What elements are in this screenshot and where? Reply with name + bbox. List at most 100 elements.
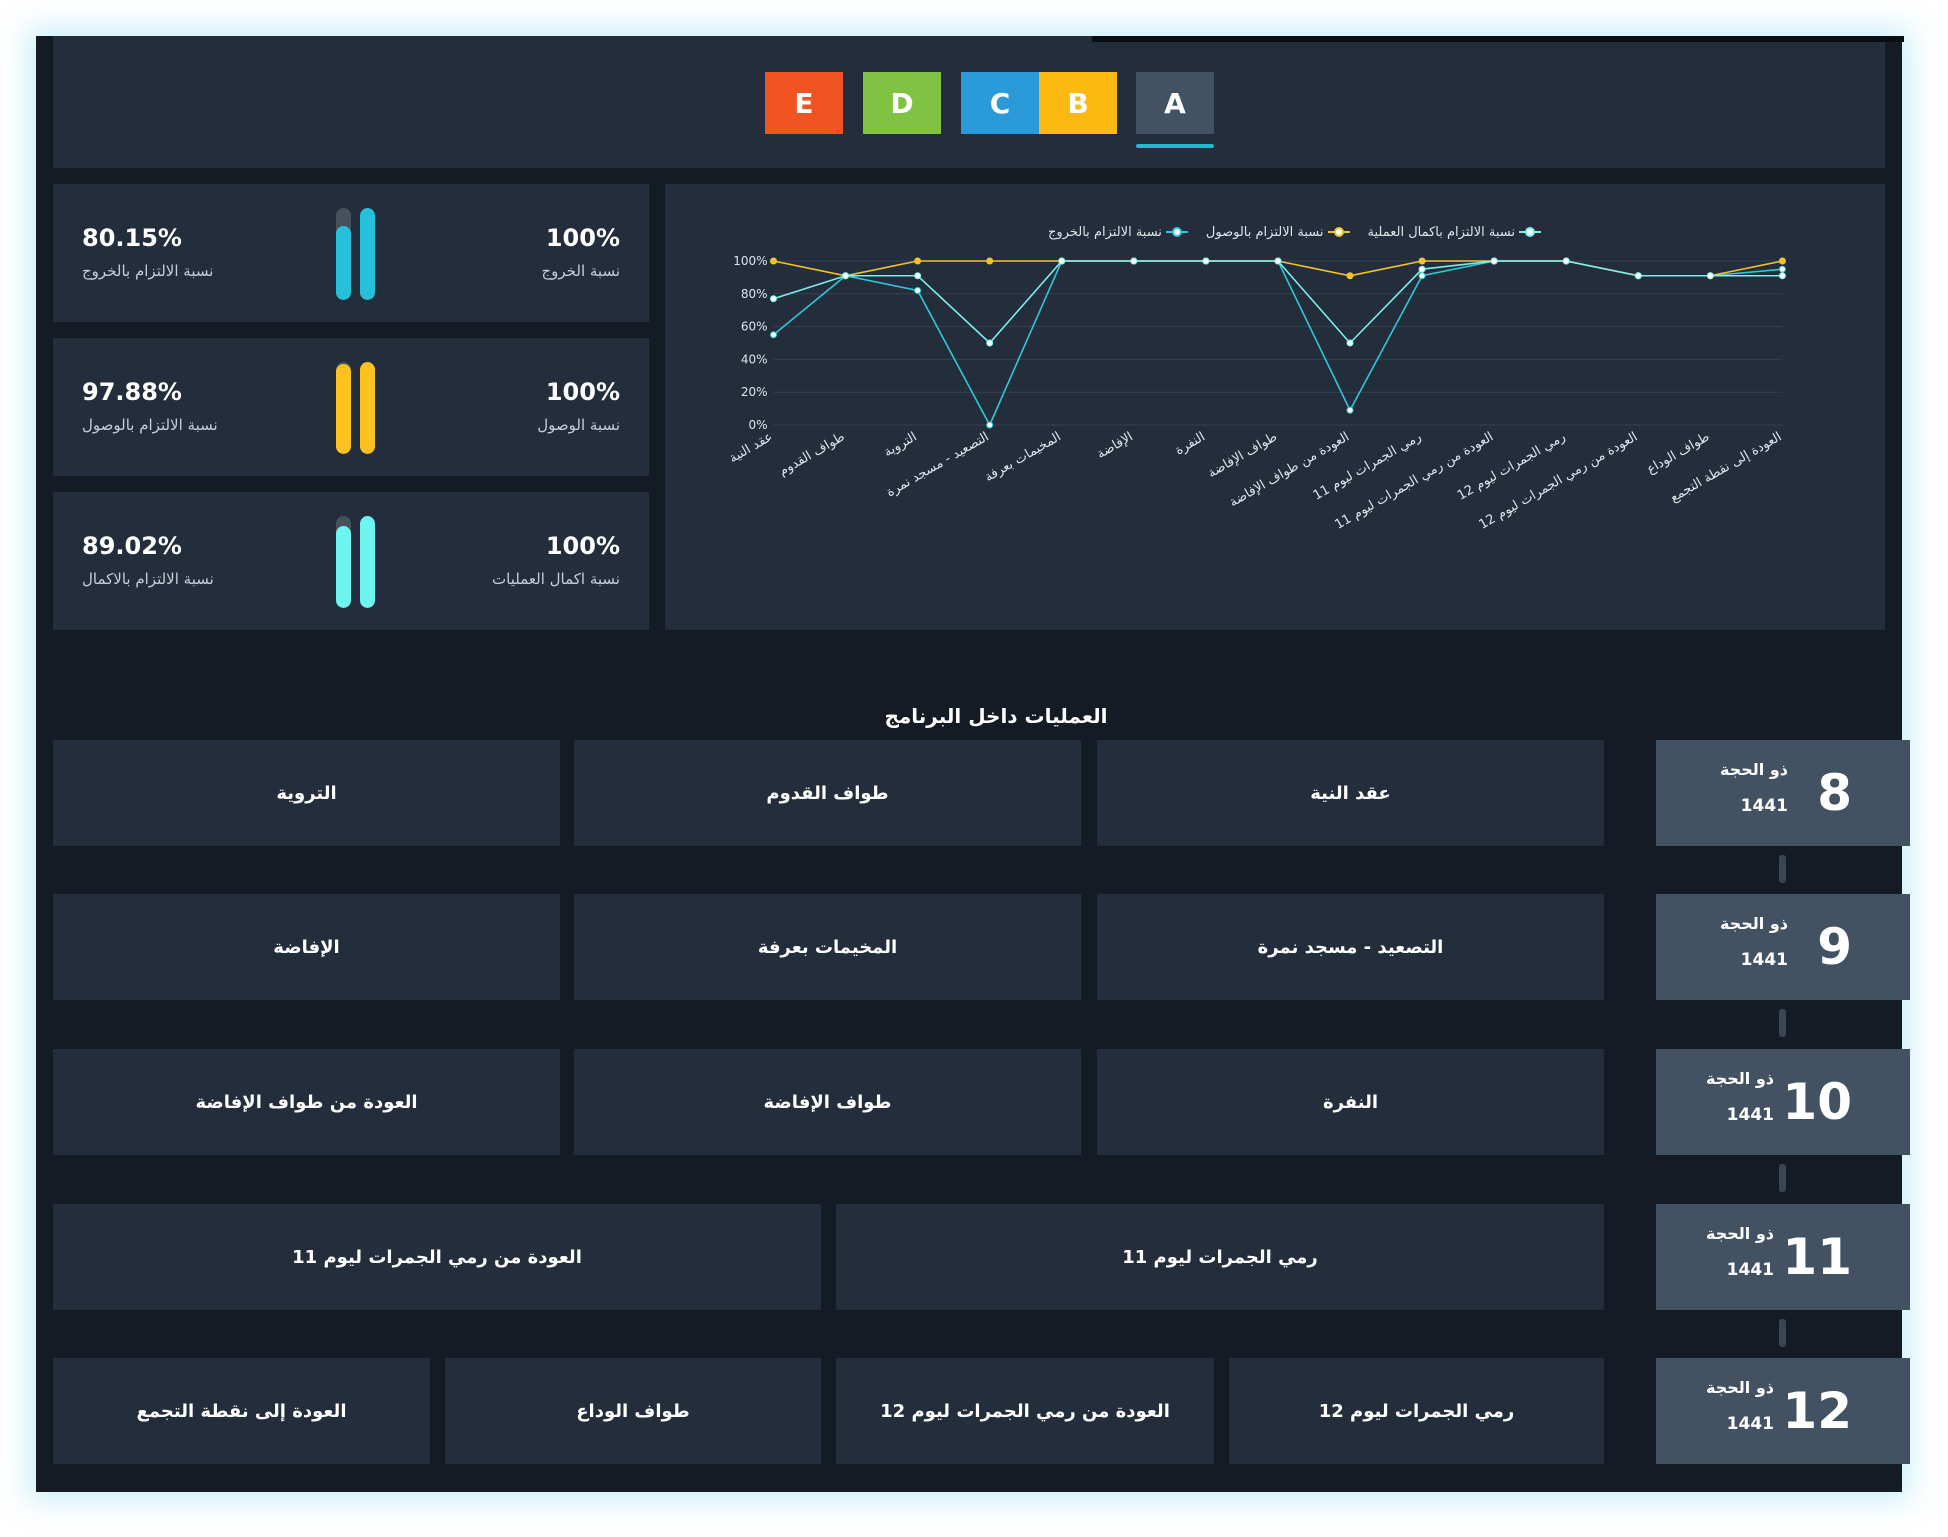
legend-marker-arrival bbox=[1327, 227, 1350, 237]
day-month: ذو الحجة bbox=[1706, 1069, 1774, 1088]
operation-card[interactable]: طواف الإفاضة bbox=[574, 1049, 1081, 1155]
series-point bbox=[770, 295, 777, 303]
operation-card[interactable]: العودة من رمي الجمرات ليوم 11 bbox=[53, 1204, 821, 1310]
tab-b[interactable]: B bbox=[1039, 72, 1117, 134]
series-point bbox=[1418, 257, 1426, 265]
series-point bbox=[770, 257, 777, 265]
chart-panel bbox=[665, 184, 1885, 630]
day-card-10: 10 ذو الحجة 1441 bbox=[1656, 1049, 1910, 1155]
timeline-connector bbox=[1779, 855, 1786, 883]
series-point bbox=[1418, 265, 1426, 273]
operation-card[interactable]: العودة إلى نقطة التجمع bbox=[53, 1358, 430, 1464]
tab-c[interactable]: C bbox=[961, 72, 1039, 134]
day-month: ذو الحجة bbox=[1720, 914, 1788, 933]
stat-card-arrival: 97.88% نسبة الالتزام بالوصول 100% نسبة ا… bbox=[53, 338, 649, 476]
completion-rate-label: نسبة اكمال العمليات bbox=[492, 570, 620, 588]
y-tick-label: 0% bbox=[748, 418, 767, 432]
day-card-9: 9 ذو الحجة 1441 bbox=[1656, 894, 1910, 1000]
legend-item-completion[interactable]: نسبة الالتزام باكمال العملية bbox=[1367, 224, 1541, 240]
stat-card-exit: 80.15% نسبة الالتزام بالخروج 100% نسبة ا… bbox=[53, 184, 649, 322]
day-month: ذو الحجة bbox=[1720, 760, 1788, 779]
operation-card[interactable]: الإفاضة bbox=[53, 894, 560, 1000]
y-tick-label: 60% bbox=[741, 320, 768, 334]
day-month: ذو الحجة bbox=[1706, 1224, 1774, 1243]
operation-card[interactable]: طواف القدوم bbox=[574, 740, 1081, 846]
section-title: العمليات داخل البرنامج bbox=[884, 704, 1108, 728]
top-edge-line bbox=[1092, 36, 1904, 42]
series-point bbox=[1634, 272, 1642, 280]
legend-marker-completion bbox=[1519, 227, 1541, 237]
x-tick-label: العودة من طواف الإفاضة bbox=[1227, 429, 1352, 510]
x-tick-label: طواف القدوم bbox=[776, 429, 847, 479]
series-point bbox=[1562, 257, 1570, 265]
day-year: 1441 bbox=[1740, 796, 1788, 816]
day-card-12: 12 ذو الحجة 1441 bbox=[1656, 1358, 1910, 1464]
series-point bbox=[914, 287, 922, 295]
legend-label-exit: نسبة الالتزام بالخروج bbox=[1048, 224, 1162, 240]
operation-card[interactable]: رمي الجمرات ليوم 12 bbox=[1229, 1358, 1604, 1464]
series-point bbox=[986, 257, 994, 265]
day-card-11: 11 ذو الحجة 1441 bbox=[1656, 1204, 1910, 1310]
operation-card[interactable]: طواف الوداع bbox=[445, 1358, 821, 1464]
day-year: 1441 bbox=[1726, 1105, 1774, 1125]
x-tick-label: الإفاضة bbox=[1094, 429, 1135, 462]
day-year: 1441 bbox=[1726, 1260, 1774, 1280]
operation-card[interactable]: التروية bbox=[53, 740, 560, 846]
exit-rate-bar bbox=[360, 208, 375, 300]
exit-compliance-bar bbox=[336, 208, 351, 300]
exit-compliance-value: 80.15% bbox=[82, 224, 182, 252]
series-point bbox=[842, 272, 850, 280]
y-tick-label: 80% bbox=[741, 287, 768, 301]
x-tick-label: طواف الوداع bbox=[1644, 429, 1712, 477]
series-point bbox=[1778, 257, 1786, 265]
series-line bbox=[773, 260, 1783, 345]
series-line bbox=[772, 260, 1783, 427]
operation-card[interactable]: العودة من طواف الإفاضة bbox=[53, 1049, 560, 1155]
tab-a[interactable]: A bbox=[1136, 72, 1214, 134]
day-number: 9 bbox=[1817, 918, 1852, 976]
day-card-8: 8 ذو الحجة 1441 bbox=[1656, 740, 1910, 846]
operation-card[interactable]: التصعيد - مسجد نمرة bbox=[1097, 894, 1604, 1000]
tab-e[interactable]: E bbox=[765, 72, 843, 134]
timeline-connector bbox=[1779, 1164, 1786, 1192]
operation-card[interactable]: العودة من رمي الجمرات ليوم 12 bbox=[836, 1358, 1214, 1464]
completion-compliance-value: 89.02% bbox=[82, 532, 182, 560]
legend-item-exit[interactable]: نسبة الالتزام بالخروج bbox=[1048, 225, 1188, 240]
series-point bbox=[1058, 257, 1066, 265]
tabs-header: E D C B A bbox=[53, 36, 1885, 168]
day-number: 10 bbox=[1782, 1073, 1852, 1131]
arrival-compliance-bar bbox=[336, 362, 351, 454]
operation-card[interactable]: عقد النية bbox=[1097, 740, 1604, 846]
day-number: 12 bbox=[1782, 1382, 1852, 1440]
y-tick-label: 40% bbox=[741, 352, 768, 366]
series-point bbox=[914, 272, 922, 280]
operation-card[interactable]: رمي الجمرات ليوم 11 bbox=[836, 1204, 1604, 1310]
legend-label-completion: نسبة الالتزام باكمال العملية bbox=[1367, 224, 1516, 240]
timeline-connector bbox=[1779, 1319, 1786, 1347]
x-tick-label: المخيمات بعرفة bbox=[982, 429, 1064, 485]
series-point bbox=[1130, 257, 1138, 265]
dashboard-frame: E D C B A 80.15% نسبة الالتزام بالخروج 1… bbox=[36, 36, 1910, 1492]
x-tick-label: عقد النية bbox=[727, 429, 776, 466]
completion-compliance-bar bbox=[336, 516, 351, 608]
y-tick-label: 100% bbox=[733, 254, 767, 268]
arrival-compliance-value: 97.88% bbox=[82, 378, 182, 406]
day-number: 11 bbox=[1782, 1228, 1852, 1286]
chart-legend: نسبة الالتزام باكمال العملية نسبة الالتز… bbox=[1021, 221, 1541, 243]
completion-rate-value: 100% bbox=[545, 532, 620, 560]
arrival-rate-label: نسبة الوصول bbox=[537, 416, 620, 434]
completion-rate-bar bbox=[360, 516, 375, 608]
operation-card[interactable]: النفرة bbox=[1097, 1049, 1604, 1155]
series-point bbox=[1346, 406, 1354, 414]
series-point bbox=[914, 257, 922, 265]
legend-label-arrival: نسبة الالتزام بالوصول bbox=[1205, 224, 1324, 240]
active-tab-indicator bbox=[1136, 144, 1214, 148]
day-month: ذو الحجة bbox=[1706, 1378, 1774, 1397]
tab-d[interactable]: D bbox=[863, 72, 941, 134]
x-tick-label: التروية bbox=[881, 429, 919, 460]
series-point bbox=[1778, 265, 1786, 273]
day-year: 1441 bbox=[1740, 950, 1788, 970]
legend-item-arrival[interactable]: نسبة الالتزام بالوصول bbox=[1206, 225, 1350, 240]
compliance-line-chart: 0% 20% 40% 60% 80% 100% عقد النية طواف القدوم ال… bbox=[727, 254, 1786, 533]
operation-card[interactable]: المخيمات بعرفة bbox=[574, 894, 1081, 1000]
